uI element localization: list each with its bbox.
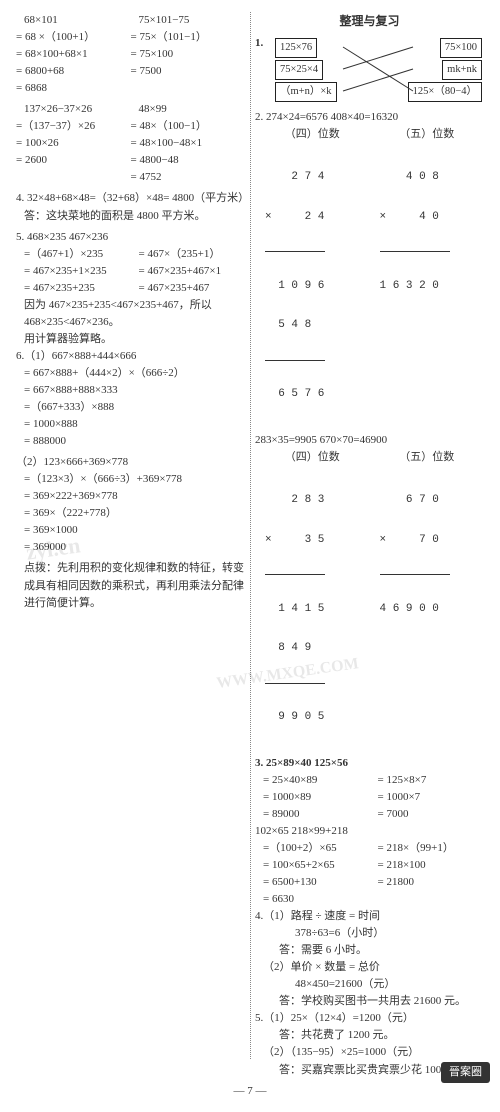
q2-multA: 2 7 4 × 2 4 1 0 9 6 5 4 8 6 5 7 6 bbox=[265, 145, 370, 428]
p2a-2: = 100×26 bbox=[16, 135, 131, 152]
q4r-c: 答：需要 6 小时。 bbox=[279, 942, 484, 959]
q3-head: 3. 25×89×40 125×56 bbox=[255, 755, 484, 772]
p2b-3: = 4800−48 bbox=[131, 152, 246, 169]
q2b-multA: 2 8 3 × 3 5 1 4 1 5 8 4 9 9 9 0 5 bbox=[265, 468, 370, 751]
p2a-3: = 2600 bbox=[16, 152, 131, 169]
q5a-0: =（467+1）×235 bbox=[24, 246, 131, 263]
q2-line: 2. 274×24=6576 408×40=16320 bbox=[255, 109, 484, 126]
left-p1: 68×101 = 68 ×（100+1） = 68×100+68×1 = 680… bbox=[16, 12, 245, 97]
p2b-2: = 48×100−48×1 bbox=[131, 135, 246, 152]
corner-tag: 晉案圈 bbox=[441, 1062, 490, 1083]
p2a-1: =（137−37）×26 bbox=[16, 118, 131, 135]
p2b-0: 48×99 bbox=[139, 101, 246, 118]
left-column: 68×101 = 68 ×（100+1） = 68×100+68×1 = 680… bbox=[16, 12, 245, 1079]
q5b-2: = 467×235+467 bbox=[139, 280, 246, 297]
q61-2: =（667+333）×888 bbox=[24, 399, 245, 416]
q61-0: = 667×888+（444×2）×（666÷2） bbox=[24, 365, 245, 382]
q62-1: = 369×222+369×778 bbox=[24, 488, 245, 505]
q5b-0: = 467×（235+1） bbox=[139, 246, 246, 263]
p1a-2: = 68×100+68×1 bbox=[16, 46, 131, 63]
page-number: — 7 — bbox=[16, 1083, 484, 1100]
q2b-body: （四）位数 2 8 3 × 3 5 1 4 1 5 8 4 9 9 9 0 5 … bbox=[255, 449, 484, 755]
p2b-1: = 48×（100−1） bbox=[131, 118, 246, 135]
section-title: 整理与复习 bbox=[255, 12, 484, 31]
q1: 1. 125×76 75×25×4 （m+n）×k 75×100 mk+nk 1… bbox=[255, 35, 484, 109]
q2b-multB: 6 7 0 × 7 0 4 6 9 0 0 bbox=[380, 468, 485, 642]
q5a-2: = 467×235+235 bbox=[24, 280, 131, 297]
q2b-line: 283×35=9905 670×70=46900 bbox=[255, 432, 484, 449]
page: zyl.cn WWW.MXQE.COM 68×101 = 68 ×（100+1）… bbox=[16, 12, 484, 1079]
p1a-4: = 6868 bbox=[16, 80, 131, 97]
p1a-1: = 68 ×（100+1） bbox=[16, 29, 131, 46]
q5-result: 468×235<467×236。 bbox=[24, 314, 245, 331]
q5-calc: 用计算器验算略。 bbox=[24, 331, 245, 348]
q5a-1: = 467×235+1×235 bbox=[24, 263, 131, 280]
q2b-labB: （五）位数 bbox=[370, 449, 485, 466]
right-column: 整理与复习 1. 125×76 75×25×4 （m+n）×k 75×100 m… bbox=[255, 12, 484, 1079]
p1b-3: = 7500 bbox=[131, 63, 246, 80]
q5b-1: = 467×235+467×1 bbox=[139, 263, 246, 280]
q4r-f: 答：学校购买图书一共用去 21600 元。 bbox=[279, 993, 484, 1010]
q5-head: 5. 468×235 467×236 bbox=[16, 229, 245, 246]
q3-body1: = 25×40×89 = 1000×89 = 89000 = 125×8×7 =… bbox=[255, 772, 484, 823]
q2b-labA: （四）位数 bbox=[255, 449, 370, 466]
q5r-a: 5.（1）25×（12×4）=1200（元） bbox=[255, 1010, 484, 1027]
q3-head2: 102×65 218×99+218 bbox=[255, 823, 484, 840]
p1a-0: 68×101 bbox=[24, 12, 131, 29]
tip-text: 点拨：先利用积的变化规律和数的特征，转变成具有相同因数的乘积式，再利用乘法分配律… bbox=[24, 560, 245, 611]
q3-body2: =（100+2）×65 = 100×65+2×65 = 6500+130 = 6… bbox=[255, 840, 484, 908]
p2b-4: = 4752 bbox=[131, 169, 246, 186]
p1a-3: = 6800+68 bbox=[16, 63, 131, 80]
q6-2-head: （2）123×666+369×778 bbox=[16, 454, 245, 471]
q2-body: （四）位数 2 7 4 × 2 4 1 0 9 6 5 4 8 6 5 7 6 … bbox=[255, 126, 484, 432]
q2-labA: （四）位数 bbox=[255, 126, 370, 143]
q5r-c: （2）（135−95）×25=1000（元） bbox=[263, 1044, 484, 1061]
q4r-e: 48×450=21600（元） bbox=[295, 976, 484, 993]
q4-line: 4. 32×48+68×48=（32+68）×48= 4800（平方米） bbox=[16, 190, 245, 207]
q61-1: = 667×888+888×333 bbox=[24, 382, 245, 399]
column-divider bbox=[250, 12, 251, 1059]
q61-3: = 1000×888 bbox=[24, 416, 245, 433]
q4r-d: （2）单价 × 数量 = 总价 bbox=[263, 959, 484, 976]
q62-0: =（123×3）×（666÷3）+369×778 bbox=[24, 471, 245, 488]
q5-compare: 因为 467×235+235<467×235+467，所以 bbox=[24, 297, 245, 314]
q2-multB: 4 0 8 × 4 0 1 6 3 2 0 bbox=[380, 145, 485, 319]
p1b-0: 75×101−75 bbox=[139, 12, 246, 29]
q62-4: = 369000 bbox=[24, 539, 245, 556]
q1-lines bbox=[273, 37, 484, 103]
q5r-b: 答：共花费了 1200 元。 bbox=[279, 1027, 484, 1044]
q6-1-head: 6.（1）667×888+444×666 bbox=[16, 348, 245, 365]
q62-3: = 369×1000 bbox=[24, 522, 245, 539]
p1b-2: = 75×100 bbox=[131, 46, 246, 63]
q4r-a: 4.（1）路程 ÷ 速度 = 时间 bbox=[255, 908, 484, 925]
q5-body: =（467+1）×235 = 467×235+1×235 = 467×235+2… bbox=[16, 246, 245, 297]
q4-answer: 答：这块菜地的面积是 4800 平方米。 bbox=[24, 208, 245, 225]
p1b-1: = 75×（101−1） bbox=[131, 29, 246, 46]
q1-num: 1. bbox=[255, 35, 269, 109]
q61-4: = 888000 bbox=[24, 433, 245, 450]
left-p2: 137×26−37×26 =（137−37）×26 = 100×26 = 260… bbox=[16, 101, 245, 186]
q62-2: = 369×（222+778） bbox=[24, 505, 245, 522]
p2a-0: 137×26−37×26 bbox=[24, 101, 131, 118]
q2-labB: （五）位数 bbox=[370, 126, 485, 143]
q4r-b: 378÷63=6（小时） bbox=[295, 925, 484, 942]
